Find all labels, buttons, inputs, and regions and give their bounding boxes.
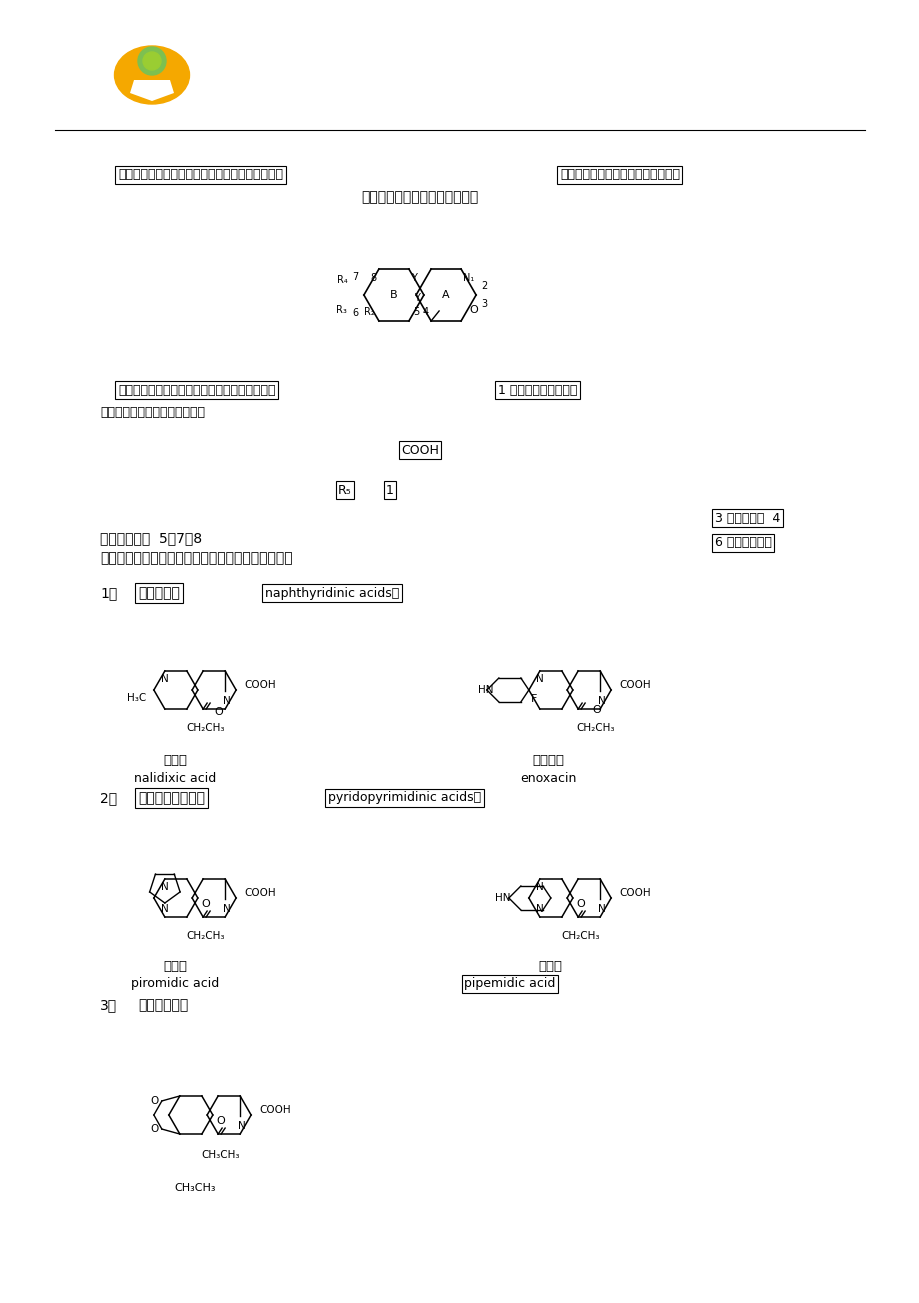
Polygon shape bbox=[130, 79, 174, 102]
Text: 8: 8 bbox=[370, 274, 377, 283]
Text: N: N bbox=[536, 882, 543, 893]
Text: 1）: 1） bbox=[100, 586, 117, 599]
Text: COOH: COOH bbox=[244, 680, 276, 691]
Text: O: O bbox=[576, 899, 584, 909]
Text: COOH: COOH bbox=[401, 443, 438, 456]
Text: 1 位为取代的氮原子，: 1 位为取代的氮原子， bbox=[497, 383, 577, 396]
Text: 6: 6 bbox=[352, 308, 358, 318]
Circle shape bbox=[142, 52, 161, 70]
Text: 吡咯酸: 吡咯酸 bbox=[163, 960, 187, 973]
Text: N: N bbox=[223, 696, 231, 706]
Text: N: N bbox=[238, 1121, 246, 1131]
Text: 6 位为氟原子。: 6 位为氟原子。 bbox=[714, 537, 771, 550]
Text: 5: 5 bbox=[413, 308, 419, 317]
Text: 噁啉羧酸类（: 噁啉羧酸类（ bbox=[138, 998, 188, 1012]
Text: 该类药物的结构特点是在其基本母核结构上一般: 该类药物的结构特点是在其基本母核结构上一般 bbox=[118, 383, 275, 396]
Text: O: O bbox=[201, 899, 210, 909]
Ellipse shape bbox=[114, 46, 189, 104]
Text: 综合临床使用的喹诺酮类抗菌药的结: 综合临床使用的喹诺酮类抗菌药的结 bbox=[560, 168, 679, 181]
Text: pyridopyrimidinic acids）: pyridopyrimidinic acids） bbox=[328, 791, 481, 804]
Text: Y: Y bbox=[414, 293, 419, 304]
Text: O: O bbox=[469, 305, 477, 315]
Text: 3 位为羧基，  4: 3 位为羧基， 4 bbox=[714, 512, 779, 525]
Text: CH₃CH₃: CH₃CH₃ bbox=[201, 1151, 240, 1160]
Text: N₁: N₁ bbox=[462, 274, 474, 283]
Text: Y: Y bbox=[411, 274, 416, 283]
Text: 2）: 2） bbox=[100, 791, 117, 805]
Text: nalidixic acid: nalidixic acid bbox=[134, 771, 216, 784]
Text: CH₃CH₃: CH₃CH₃ bbox=[174, 1183, 216, 1194]
Text: O: O bbox=[592, 705, 601, 715]
Text: N: N bbox=[161, 904, 168, 913]
Text: N: N bbox=[598, 904, 606, 913]
Text: 依诺沙星: 依诺沙星 bbox=[531, 753, 563, 766]
Text: COOH: COOH bbox=[259, 1105, 290, 1115]
Text: 构，归纳其基本结构通式如下：: 构，归纳其基本结构通式如下： bbox=[100, 405, 205, 418]
Text: 1: 1 bbox=[386, 483, 393, 496]
Text: N: N bbox=[598, 696, 606, 706]
Text: 2: 2 bbox=[481, 281, 487, 291]
Text: N: N bbox=[536, 674, 543, 684]
Text: 喹诺酮类抗菌药分类、构效关系: 喹诺酮类抗菌药分类、构效关系 bbox=[361, 190, 478, 205]
Text: piromidic acid: piromidic acid bbox=[130, 977, 219, 990]
Text: N: N bbox=[161, 882, 168, 893]
Text: enoxacin: enoxacin bbox=[519, 771, 575, 784]
Text: CH₂CH₃: CH₂CH₃ bbox=[562, 932, 599, 941]
Text: COOH: COOH bbox=[618, 680, 650, 691]
Text: CH₂CH₃: CH₂CH₃ bbox=[187, 932, 225, 941]
Text: H₃C: H₃C bbox=[127, 693, 146, 704]
Circle shape bbox=[138, 47, 165, 76]
Text: B: B bbox=[390, 291, 397, 300]
Text: R₅: R₅ bbox=[338, 483, 351, 496]
Text: O: O bbox=[151, 1124, 159, 1134]
Text: R₃: R₃ bbox=[336, 305, 347, 315]
Text: COOH: COOH bbox=[618, 889, 650, 898]
Text: 7: 7 bbox=[352, 272, 358, 281]
Text: N: N bbox=[536, 904, 543, 913]
Text: N: N bbox=[161, 674, 168, 684]
Text: R₂: R₂ bbox=[364, 308, 375, 317]
Text: 4: 4 bbox=[423, 308, 428, 317]
Text: HN: HN bbox=[478, 685, 494, 694]
Text: O: O bbox=[214, 708, 223, 717]
Text: pipemidic acid: pipemidic acid bbox=[464, 977, 555, 990]
Text: 吡啶并嘧啶羧酸类: 吡啶并嘧啶羧酸类 bbox=[138, 791, 205, 805]
Text: HN: HN bbox=[494, 893, 510, 903]
Text: 吡哌酸: 吡哌酸 bbox=[538, 960, 562, 973]
Text: 位为酮羰基，  5、7、8: 位为酮羰基， 5、7、8 bbox=[100, 532, 202, 545]
Text: R₄: R₄ bbox=[336, 275, 346, 285]
Text: 喹诺酮类抗菌药的基本结构为吡酮羧酸类衍生物，: 喹诺酮类抗菌药的基本结构为吡酮羧酸类衍生物， bbox=[118, 168, 283, 181]
Text: F: F bbox=[530, 694, 537, 704]
Text: CH₂CH₃: CH₂CH₃ bbox=[576, 723, 614, 734]
Text: A: A bbox=[442, 291, 449, 300]
Text: CH₂CH₃: CH₂CH₃ bbox=[187, 723, 225, 734]
Text: 萘啶羧酸类: 萘啶羧酸类 bbox=[138, 586, 180, 599]
Text: COOH: COOH bbox=[244, 889, 276, 898]
Text: 位可有不同的取代基，第三代、四代喹诺酮类抗菌药: 位可有不同的取代基，第三代、四代喹诺酮类抗菌药 bbox=[100, 551, 292, 566]
Text: 3）: 3） bbox=[100, 998, 117, 1012]
Text: naphthyridinic acids）: naphthyridinic acids） bbox=[265, 586, 399, 599]
Text: O: O bbox=[151, 1096, 159, 1106]
Text: 萘啶酸: 萘啶酸 bbox=[163, 753, 187, 766]
Text: N: N bbox=[223, 904, 231, 913]
Text: O: O bbox=[217, 1117, 225, 1126]
Text: 3: 3 bbox=[481, 298, 487, 309]
